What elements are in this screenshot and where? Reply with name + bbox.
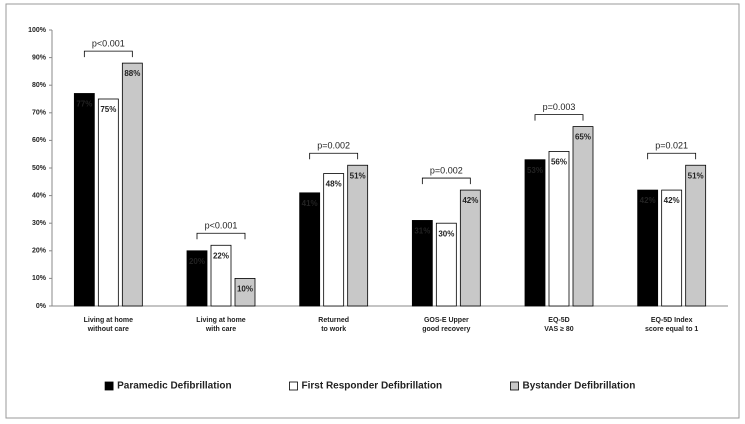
data-label: 42% bbox=[664, 196, 680, 205]
data-label: 31% bbox=[414, 227, 430, 236]
y-tick-label: 70% bbox=[32, 110, 47, 117]
annotation: p=0.002 bbox=[430, 165, 463, 175]
significance-bracket bbox=[534, 114, 584, 121]
annotation: p<0.001 bbox=[205, 221, 238, 231]
significance-bracket bbox=[421, 177, 471, 185]
bar bbox=[347, 164, 369, 307]
bar bbox=[572, 126, 594, 307]
x-tick-label: without care bbox=[87, 326, 129, 333]
data-label: 53% bbox=[527, 166, 543, 175]
data-label: 51% bbox=[688, 171, 704, 180]
legend-swatch bbox=[104, 381, 114, 391]
x-tick-label: Returned bbox=[318, 317, 349, 324]
bar bbox=[524, 159, 546, 307]
y-tick-label: 30% bbox=[32, 220, 47, 227]
data-label: 22% bbox=[213, 251, 229, 260]
data-label: 41% bbox=[302, 199, 318, 208]
bar bbox=[210, 244, 232, 307]
data-label: 56% bbox=[551, 158, 567, 167]
x-tick-label: score equal to 1 bbox=[645, 326, 698, 333]
significance-bracket bbox=[83, 50, 133, 58]
bar bbox=[685, 164, 707, 307]
data-label: 77% bbox=[76, 100, 92, 109]
legend-swatch bbox=[510, 381, 519, 391]
x-tick-label: good recovery bbox=[422, 326, 470, 333]
data-label: 51% bbox=[350, 171, 366, 180]
y-tick-label: 20% bbox=[32, 248, 47, 255]
annotation: p=0.002 bbox=[317, 141, 350, 151]
data-label: 10% bbox=[237, 285, 253, 294]
legend-label: Bystander Defibrillation bbox=[523, 381, 636, 392]
data-label: 42% bbox=[640, 196, 656, 205]
legend-swatch bbox=[289, 381, 298, 391]
x-tick-label: EQ-5D bbox=[548, 317, 569, 324]
bar bbox=[234, 277, 256, 307]
data-label: 88% bbox=[124, 69, 140, 78]
x-tick-label: EQ-5D Index bbox=[651, 317, 693, 324]
y-tick-label: 0% bbox=[36, 303, 47, 310]
bar bbox=[97, 98, 119, 307]
bar bbox=[323, 173, 345, 307]
bar bbox=[299, 192, 321, 307]
data-label: 42% bbox=[462, 196, 478, 205]
y-tick-label: 60% bbox=[32, 137, 47, 144]
y-tick-label: 90% bbox=[32, 54, 47, 61]
bar bbox=[121, 62, 143, 307]
legend-label: Paramedic Defibrillation bbox=[117, 381, 231, 392]
bar bbox=[411, 220, 433, 307]
bar bbox=[661, 189, 683, 307]
significance-bracket bbox=[309, 152, 359, 160]
data-label: 65% bbox=[575, 133, 591, 142]
data-label: 48% bbox=[326, 180, 342, 189]
data-label: 20% bbox=[189, 257, 205, 266]
bar bbox=[637, 189, 659, 307]
significance-bracket bbox=[647, 152, 697, 160]
data-label: 75% bbox=[100, 105, 116, 114]
y-tick-label: 40% bbox=[32, 192, 47, 199]
annotation: p<0.001 bbox=[92, 38, 125, 48]
x-tick-label: Living at home bbox=[84, 317, 134, 324]
annotation: p=0.021 bbox=[655, 141, 688, 151]
bar bbox=[435, 222, 457, 307]
bar bbox=[548, 151, 570, 307]
data-label: 30% bbox=[438, 229, 454, 238]
y-tick-label: 10% bbox=[32, 275, 47, 282]
x-tick-label: Living at home bbox=[196, 317, 246, 324]
bar bbox=[186, 250, 208, 307]
annotation: p=0.003 bbox=[543, 102, 576, 112]
y-tick-label: 50% bbox=[32, 165, 47, 172]
x-tick-label: to work bbox=[321, 326, 346, 333]
y-tick-label: 100% bbox=[28, 27, 47, 34]
x-tick-label: with care bbox=[205, 326, 236, 333]
bar bbox=[73, 93, 95, 307]
significance-bracket bbox=[196, 232, 246, 240]
bar bbox=[459, 189, 481, 307]
x-tick-label: GOS-E Upper bbox=[424, 317, 469, 324]
y-tick-label: 80% bbox=[32, 82, 47, 89]
legend-label: First Responder Defibrillation bbox=[302, 381, 443, 392]
x-tick-label: VAS ≥ 80 bbox=[544, 326, 573, 333]
